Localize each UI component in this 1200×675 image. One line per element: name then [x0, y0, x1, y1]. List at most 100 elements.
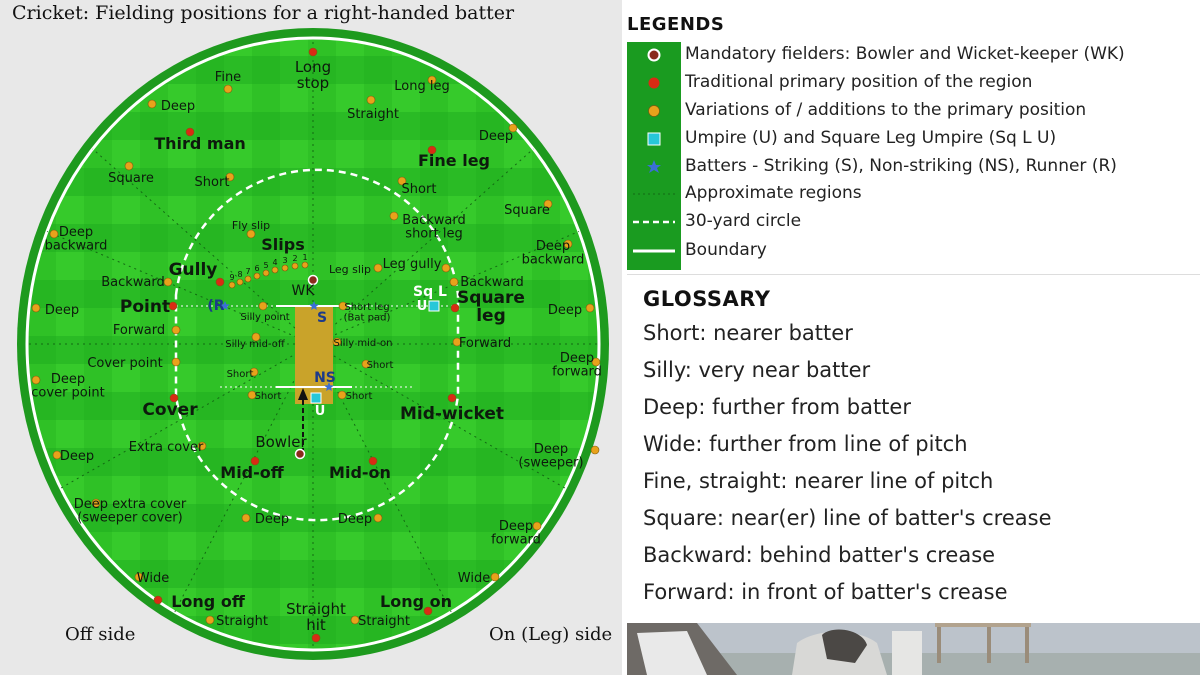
- slip3: [281, 264, 289, 272]
- forward-leg-marker: [452, 337, 462, 347]
- runner-star: [220, 301, 230, 310]
- label-deep-backward-leg: Deep backward: [522, 239, 585, 268]
- square-leg-umpire-marker: [428, 300, 440, 312]
- glossary-item: Backward: behind batter's crease: [643, 543, 996, 567]
- label-short-leg: Short leg (Bat pad): [344, 302, 391, 324]
- label-gully: Gully: [169, 260, 218, 280]
- deep-cover-point-marker: [31, 375, 41, 385]
- label-wide-off: Wide: [137, 571, 169, 586]
- label-deep-cover-point: Deep cover point: [31, 372, 104, 401]
- label-r-batter: (R: [207, 298, 224, 314]
- backward-marker: [163, 277, 173, 287]
- off-side-label: Off side: [65, 624, 136, 645]
- deep-point-marker: [31, 303, 41, 313]
- glossary-item: Deep: further from batter: [643, 395, 911, 419]
- short-marker: [225, 172, 235, 182]
- deep-backward-marker: [49, 229, 59, 239]
- legend-mandatory-dot-icon: [627, 46, 681, 64]
- label-short-off: Short: [195, 175, 230, 190]
- label-straight-lon: Straight: [358, 614, 410, 629]
- slip-number-6: 6: [254, 264, 259, 273]
- label-fly-slip: Fly slip: [232, 219, 270, 232]
- label-square-leg-top: Square: [504, 203, 550, 218]
- label-deep-mon: Deep: [338, 512, 372, 527]
- legend-item-label: Approximate regions: [685, 183, 862, 203]
- fly-slip-marker: [246, 229, 256, 239]
- label-square-off: Square: [108, 171, 154, 186]
- silly-mid-on-marker: [332, 337, 342, 347]
- thirty-yard-circle: [174, 168, 460, 522]
- deep-tr-marker: [508, 123, 518, 133]
- wicket-keeper-marker: [307, 274, 319, 286]
- slip-number-5: 5: [263, 261, 268, 270]
- silly-mid-off-marker: [251, 332, 261, 342]
- label-deep-mo: Deep: [255, 512, 289, 527]
- label-short-mon: Short: [367, 360, 394, 371]
- label-straight-lo: Straight: [216, 614, 268, 629]
- slip-number-7: 7: [245, 267, 250, 276]
- square-top-marker: [543, 199, 553, 209]
- legend-primary-dot-icon: [627, 74, 681, 92]
- mid-wicket-marker: [447, 393, 457, 403]
- extra-cover-marker: [197, 441, 207, 451]
- glossary-item: Wide: further from line of pitch: [643, 432, 968, 456]
- glossary-item: Silly: very near batter: [643, 358, 871, 382]
- short-mo-marker: [249, 367, 259, 377]
- legend-item-label: 30-yard circle: [685, 211, 802, 231]
- legend-batter-star-icon: [627, 158, 681, 176]
- label-silly-mid-on: Silly mid-on: [334, 338, 393, 349]
- label-straight-hit: Straight hit: [286, 600, 346, 634]
- slip1: [301, 261, 309, 269]
- label-slips: Slips: [261, 235, 304, 254]
- label-fine-off: Fine: [215, 70, 241, 85]
- label-third-man: Third man: [154, 134, 246, 153]
- deep-backward-leg-marker: [563, 239, 573, 249]
- diagram-title: Cricket: Fielding positions for a right-…: [12, 2, 515, 24]
- label-point: Point: [120, 297, 170, 317]
- slip-number-9: 9: [229, 273, 234, 282]
- backward-leg-marker: [449, 277, 459, 287]
- legend-panel: LEGENDS Mandatory fielders: Bowler and W…: [627, 0, 1200, 270]
- fine-marker: [223, 84, 233, 94]
- slip7: [244, 275, 252, 283]
- slip5: [262, 269, 270, 277]
- slip-number-4: 4: [272, 258, 277, 267]
- label-wk: WK: [291, 283, 315, 299]
- short-leg-marker: [338, 301, 348, 311]
- slip8: [236, 278, 244, 286]
- label-deep-square-leg: Deep: [548, 303, 582, 318]
- silly-point-marker: [258, 301, 268, 311]
- forward-marker: [171, 325, 181, 335]
- legend-item-label: Mandatory fielders: Bowler and Wicket-ke…: [685, 44, 1125, 64]
- cricket-photo-strip: [627, 623, 1200, 675]
- label-u-bowler: U: [315, 404, 326, 419]
- region-lines: [27, 38, 599, 650]
- point-marker: [168, 301, 178, 311]
- third-man-marker: [185, 127, 195, 137]
- legend-solid-line-icon: [627, 242, 681, 260]
- slip-number-1: 1: [302, 253, 307, 262]
- deep-tl-marker: [147, 99, 157, 109]
- label-deep-sweeper: Deep (sweeper): [518, 442, 583, 471]
- straight-hit-marker: [311, 633, 321, 643]
- short-mo2-marker: [247, 390, 257, 400]
- label-long-leg: Long leg: [394, 79, 449, 94]
- label-short-mon2: Short: [346, 391, 373, 402]
- label-deep-forward-leg: Deep forward: [552, 351, 602, 380]
- label-deep-forward-bottom: Deep forward: [491, 519, 541, 548]
- slip9: [228, 281, 236, 289]
- straight-lon-marker: [350, 615, 360, 625]
- deep-mo-marker: [241, 513, 251, 523]
- legend-item-label: Variations of / additions to the primary…: [685, 100, 1087, 120]
- label-leg-slip: Leg slip: [329, 263, 371, 276]
- gully-marker: [215, 277, 225, 287]
- label-deep-tr: Deep: [479, 129, 513, 144]
- fine-leg-marker: [427, 145, 437, 155]
- label-backward-leg: Backward: [460, 275, 524, 290]
- on-side-label: On (Leg) side: [489, 624, 613, 645]
- deep-mon-marker: [373, 513, 383, 523]
- deep-sweeper-marker: [590, 445, 600, 455]
- label-mid-off: Mid-off: [220, 463, 284, 482]
- legend-umpire-square-icon: [627, 130, 681, 148]
- square-leg-marker: [450, 303, 460, 313]
